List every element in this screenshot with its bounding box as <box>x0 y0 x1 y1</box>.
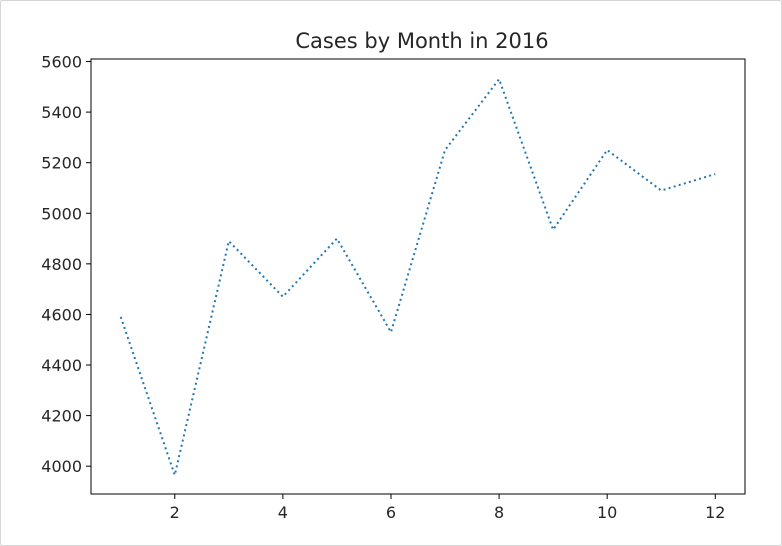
chart-title: Cases by Month in 2016 <box>295 29 548 53</box>
y-tick-label: 5200 <box>41 154 82 173</box>
y-tick-label: 4400 <box>41 356 82 375</box>
series-line <box>119 77 716 479</box>
x-tick-label: 2 <box>170 503 180 522</box>
y-tick-label: 5000 <box>41 204 82 223</box>
x-tick-label: 10 <box>597 503 617 522</box>
x-axis: 2 4 6 8 10 12 <box>170 494 725 522</box>
series-group <box>119 77 716 479</box>
x-tick-label: 6 <box>386 503 396 522</box>
y-tick-label: 4200 <box>41 407 82 426</box>
y-tick-label: 5400 <box>41 103 82 122</box>
y-tick-label: 5600 <box>41 53 82 72</box>
x-tick-label: 12 <box>705 503 725 522</box>
plot-area-border <box>90 58 746 495</box>
y-tick-label: 4000 <box>41 457 82 476</box>
y-tick-label: 4800 <box>41 255 82 274</box>
x-tick-label: 4 <box>278 503 288 522</box>
y-tick-label: 4600 <box>41 305 82 324</box>
y-axis: 4000 4200 4400 4600 4800 5000 5200 5400 5600 <box>41 53 91 476</box>
x-tick-label: 8 <box>494 503 504 522</box>
